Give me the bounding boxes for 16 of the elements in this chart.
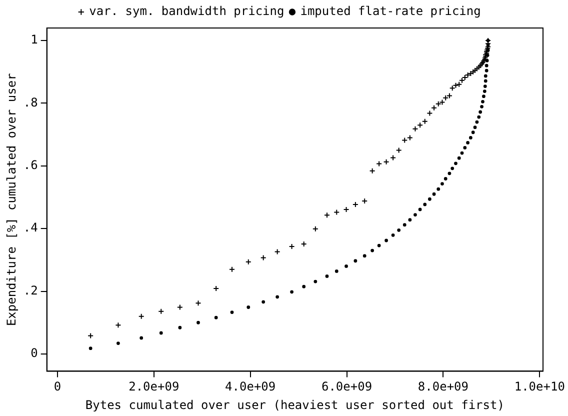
x-tick-label: 8.0e+09 (418, 380, 468, 394)
y-tick-label: 1 (30, 32, 38, 47)
legend-label: var. sym. bandwidth pricing (89, 4, 284, 18)
y-axis-title: Expenditure [%] cumulated over user (4, 73, 18, 326)
y-tick-label: .2 (23, 283, 38, 298)
x-axis-title: Bytes cumulated over user (heaviest user sorted out first) (85, 398, 504, 412)
y-tick-label: .8 (23, 95, 38, 110)
x-tick-label: 4.0e+09 (225, 380, 276, 394)
y-tick-label: .4 (23, 220, 38, 235)
y-tick-label: .6 (23, 158, 38, 172)
x-tick-label: 6.0e+09 (321, 380, 372, 394)
legend-label: imputed flat-rate pricing (300, 4, 481, 18)
x-tick-label: 1.0e+10 (514, 380, 565, 394)
x-tick-label: 0 (54, 380, 62, 394)
y-tick-label: 0 (30, 346, 38, 360)
x-tick-label: 2.0e+09 (128, 380, 180, 394)
